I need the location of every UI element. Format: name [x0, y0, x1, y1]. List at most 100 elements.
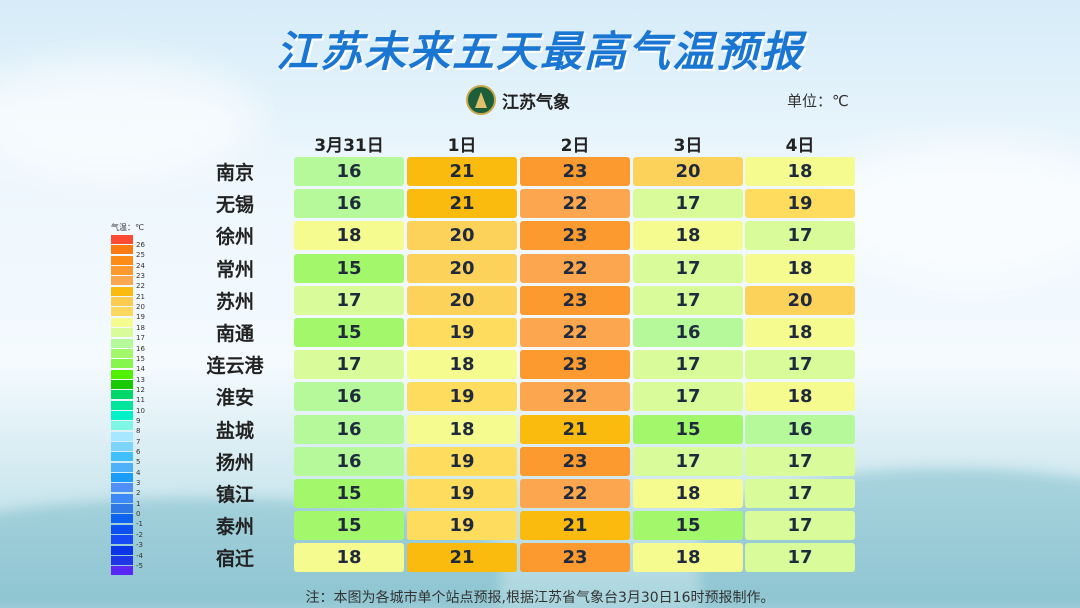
temperature-cell: 18	[745, 157, 855, 186]
temperature-cell: 21	[407, 157, 517, 186]
row-header-city: 南通	[215, 323, 254, 345]
legend-label: 10	[136, 406, 145, 415]
legend-swatch	[111, 514, 133, 524]
legend-swatch	[111, 235, 133, 244]
legend-swatch	[111, 266, 133, 276]
temperature-cell: 15	[294, 253, 404, 283]
temperature-cell: 17	[294, 285, 404, 315]
temperature-cell: 21	[520, 511, 630, 541]
temperature-cell: 23	[520, 543, 630, 573]
logo-seal-icon	[466, 85, 496, 115]
column-header: 2日	[560, 136, 590, 156]
row-header-city: 扬州	[215, 451, 254, 474]
legend-swatch	[111, 328, 133, 338]
legend-label: 6	[136, 448, 141, 456]
row-header-city: 镇江	[215, 484, 254, 506]
row-header-city: 常州	[215, 258, 254, 281]
temperature-cell: 18	[633, 221, 743, 251]
cloud-decoration	[820, 140, 1080, 280]
legend-swatch	[111, 473, 133, 483]
column-header: 3月31日	[314, 136, 384, 156]
legend-swatch	[111, 286, 133, 296]
legend-swatch	[111, 545, 133, 555]
legend-label: 9	[136, 416, 141, 425]
temperature-cell: 18	[633, 543, 743, 573]
temperature-cell: 17	[745, 221, 855, 251]
temperature-cell: 18	[294, 221, 404, 251]
page-title: 江苏未来五天最高气温预报	[275, 27, 804, 76]
color-legend: 气温：℃ 26 25 24 23 22 21 20 19 18 17 16 15 14 13 12 11 10 9…	[111, 222, 145, 576]
legend-label: 14	[136, 365, 145, 374]
temperature-cell: 17	[633, 382, 743, 412]
column-header: 3日	[673, 136, 703, 156]
temperature-cell: 15	[633, 414, 743, 444]
temperature-cell: 17	[745, 479, 855, 508]
temperature-cell: 16	[294, 157, 404, 186]
legend-swatch	[111, 431, 133, 441]
legend-label: 17	[136, 334, 145, 343]
legend-label: 2	[136, 489, 141, 498]
legend-label: 23	[136, 272, 145, 281]
temperature-cell: 22	[520, 189, 630, 219]
legend-swatch	[111, 442, 133, 451]
footnote: 注：本图为各城市单个站点预报,根据江苏省气象台3月30日16时预报制作。	[305, 590, 775, 606]
logo-text: 江苏气象	[502, 92, 570, 113]
temperature-cell: 17	[294, 350, 404, 380]
row-header-city: 苏州	[215, 290, 254, 313]
legend-label: 13	[136, 375, 145, 384]
row-header-city: 徐州	[215, 226, 254, 249]
temperature-cell: 17	[633, 285, 743, 315]
legend-label: 24	[136, 261, 145, 270]
legend-swatch	[111, 524, 133, 534]
legend-swatch	[111, 255, 133, 265]
legend-label: 3	[136, 479, 141, 488]
row-header-city: 盐城	[215, 419, 254, 442]
legend-swatch	[111, 359, 133, 369]
legend-label: 25	[136, 251, 145, 260]
logo: 江苏气象	[466, 85, 570, 115]
legend-label: 11	[136, 396, 145, 405]
legend-label: 12	[136, 385, 145, 394]
temperature-cell: 15	[294, 479, 404, 508]
temperature-cell: 18	[407, 414, 517, 444]
legend-label: -1	[136, 520, 143, 529]
row-header-city: 泰州	[215, 516, 254, 539]
legend-label: -2	[136, 530, 143, 539]
temperature-cell: 18	[633, 479, 743, 508]
temperature-cell: 15	[633, 511, 743, 541]
legend-swatch	[111, 555, 133, 565]
legend-label: -4	[136, 551, 143, 560]
temperature-cell: 15	[294, 511, 404, 541]
temperature-cell: 18	[745, 253, 855, 283]
legend-label: -3	[136, 541, 143, 550]
legend-swatch	[111, 348, 133, 358]
temperature-cell: 16	[745, 414, 855, 444]
legend-swatch	[111, 452, 133, 462]
temperature-cell: 19	[407, 318, 517, 347]
legend-swatch	[111, 338, 133, 348]
temperature-cell: 19	[407, 446, 517, 476]
temperature-cell: 20	[407, 253, 517, 283]
temperature-cell: 18	[294, 543, 404, 573]
temperature-cell: 15	[294, 318, 404, 347]
temperature-cell: 16	[294, 446, 404, 476]
legend-label: 4	[136, 468, 141, 477]
temperature-cell: 17	[745, 511, 855, 541]
temperature-cell: 17	[745, 350, 855, 380]
temperature-cell: 21	[520, 414, 630, 444]
temperature-cell: 17	[633, 253, 743, 283]
row-header-city: 南京	[215, 162, 254, 184]
legend-label: 21	[136, 292, 145, 301]
temperature-cell: 22	[520, 318, 630, 347]
legend-label: 5	[136, 458, 141, 467]
legend-label: 22	[136, 282, 145, 291]
legend-label: 7	[136, 437, 141, 446]
temperature-cell: 17	[633, 350, 743, 380]
legend-swatch	[111, 379, 133, 389]
legend-swatch	[111, 535, 133, 545]
temperature-cell: 17	[633, 189, 743, 219]
temperature-cell: 19	[407, 382, 517, 412]
legend-title: 气温：℃	[111, 223, 144, 232]
temperature-cell: 17	[745, 543, 855, 573]
